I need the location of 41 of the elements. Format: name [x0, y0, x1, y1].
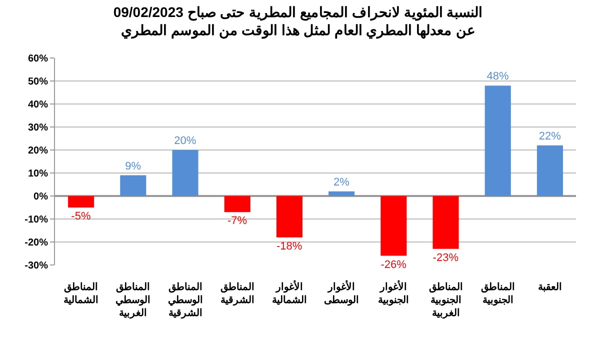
bar — [172, 150, 198, 196]
x-tick-label: المناطق الجنوبية الغربية — [428, 282, 463, 319]
bar — [380, 196, 407, 256]
y-tick-label: 10% — [28, 168, 48, 180]
y-tick-label: 20% — [28, 146, 48, 156]
data-label: 9% — [125, 160, 142, 172]
data-label: 48% — [486, 70, 509, 83]
y-tick-label: -10% — [24, 214, 48, 226]
y-tick-label: 0% — [34, 192, 48, 202]
y-tick-label: 50% — [28, 76, 48, 88]
x-tick-label: الأغوار الجنوبية — [378, 281, 410, 306]
x-tick-label: الأغوار الشمالية — [272, 281, 307, 306]
bar — [536, 145, 563, 196]
bar — [328, 191, 355, 196]
y-tick-label: 30% — [28, 122, 48, 134]
x-tick-label: المناطق الوسطي الغربية — [116, 282, 151, 319]
bar — [120, 175, 146, 196]
bar — [68, 196, 94, 208]
data-label: -26% — [380, 258, 407, 271]
x-tick-label: المناطق الجنوبية — [480, 282, 515, 306]
x-tick-label: الأغوار الوسطى — [324, 281, 360, 306]
data-label: -5% — [71, 210, 91, 222]
x-tick-label: العقبة — [538, 282, 562, 293]
bar — [432, 196, 459, 249]
data-label: 22% — [538, 130, 562, 142]
x-tick-label: المناطق الوسطي الشرقية — [168, 282, 203, 319]
bar — [224, 196, 250, 212]
data-label: 2% — [333, 176, 350, 188]
bar — [276, 196, 302, 238]
y-tick-label: 40% — [28, 100, 48, 110]
chart-title: النسبة المئوية لانحراف المجاميع المطرية حتى صباح 09/02/2023 عن معدلها المطري العام لمثل هذا الوقت من الموسم المطري — [113, 4, 483, 40]
data-label: -18% — [276, 240, 302, 252]
data-label: -7% — [227, 215, 248, 228]
y-tick-label: 60% — [28, 54, 48, 64]
data-label: 20% — [174, 135, 196, 147]
data-label: -23% — [432, 252, 459, 264]
x-tick-label: المناطق الشرقية — [220, 282, 254, 306]
x-tick-label: المناطق الشمالية — [64, 282, 99, 306]
y-tick-label: -20% — [24, 238, 48, 248]
y-tick-label: -30% — [24, 260, 48, 272]
bar — [484, 86, 511, 196]
